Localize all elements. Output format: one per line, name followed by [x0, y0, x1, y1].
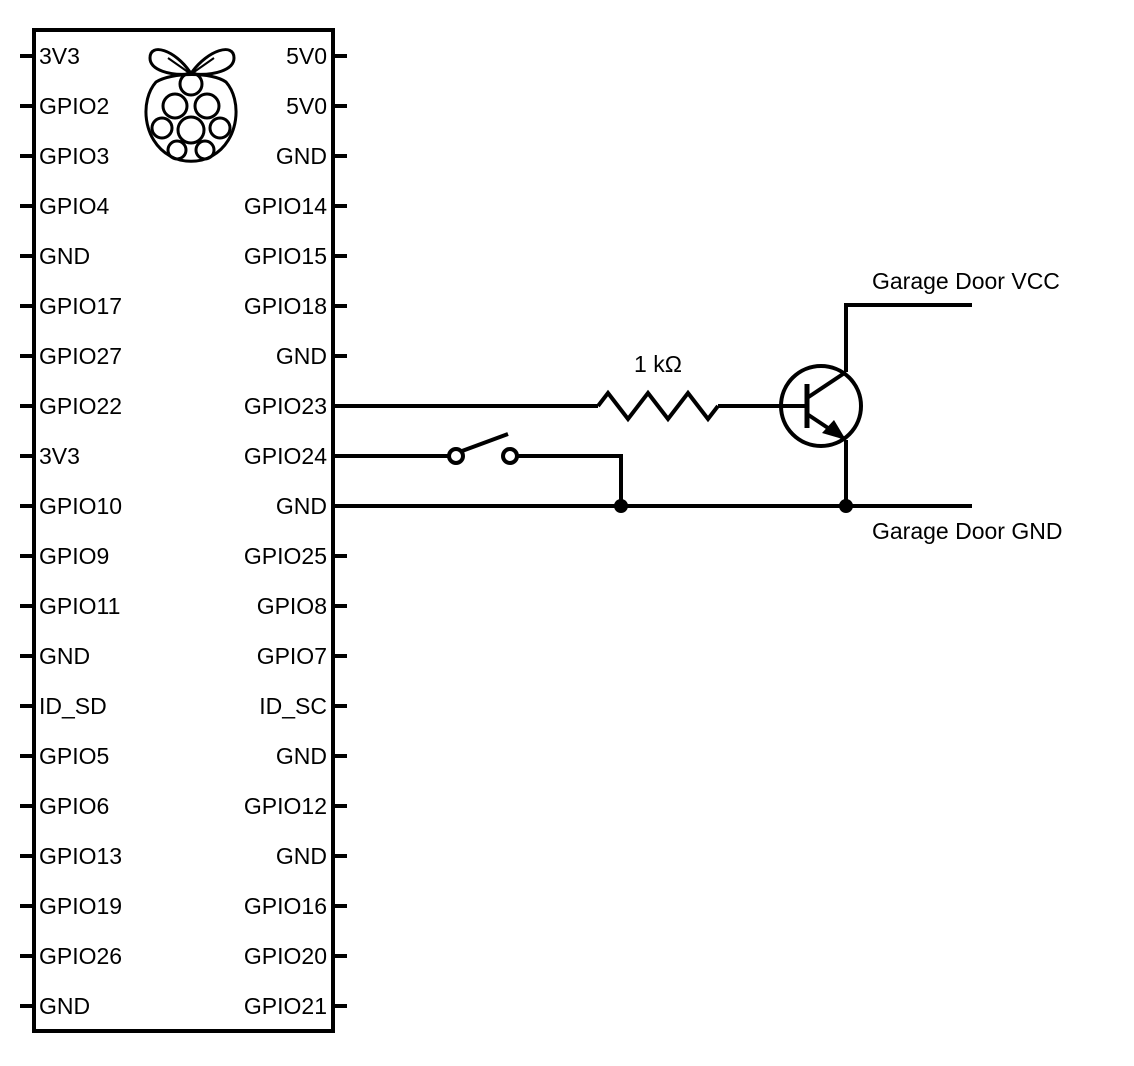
pin-label-left: ID_SD: [39, 693, 107, 719]
pin-label-right: ID_SC: [259, 693, 327, 719]
pin-label-left: GPIO4: [39, 193, 110, 219]
junction-dot: [614, 499, 628, 513]
pin-label-left: GPIO6: [39, 793, 109, 819]
pin-label-right: 5V0: [286, 43, 327, 69]
pin-label-left: 3V3: [39, 443, 80, 469]
pin-label-right: GPIO21: [244, 993, 327, 1019]
pin-label-right: GND: [276, 343, 327, 369]
pin-label-right: GPIO16: [244, 893, 327, 919]
pin-label-right: GPIO15: [244, 243, 327, 269]
pin-label-right: GND: [276, 843, 327, 869]
pin-label-left: GPIO5: [39, 743, 109, 769]
emitter-arrow-icon: [822, 420, 846, 440]
pin-label-left: GPIO22: [39, 393, 122, 419]
pin-label-right: GPIO12: [244, 793, 327, 819]
wire-switch-gnd: [516, 454, 623, 506]
vcc-label: Garage Door VCC: [872, 268, 1060, 294]
pin-label-left: GPIO10: [39, 493, 122, 519]
pin-label-left: GPIO2: [39, 93, 109, 119]
pin-label-left: GND: [39, 643, 90, 669]
pin-label-right: GPIO7: [257, 643, 327, 669]
pin-label-left: GPIO26: [39, 943, 122, 969]
pin-label-left: GND: [39, 993, 90, 1019]
pin-label-right: GPIO8: [257, 593, 327, 619]
pin-label-left: GPIO9: [39, 543, 109, 569]
pin-label-left: GPIO11: [39, 593, 120, 619]
wiring: [333, 303, 972, 508]
wire-vcc: [844, 303, 972, 372]
pin-label-right: GPIO14: [244, 193, 327, 219]
gpio-header-body: [32, 28, 335, 1033]
junction-dot: [839, 499, 853, 513]
pin-label-right: GPIO25: [244, 543, 327, 569]
raspberry-pi-logo-icon: [144, 48, 238, 163]
pin-label-right: 5V0: [286, 93, 327, 119]
pin-label-right: GPIO20: [244, 943, 327, 969]
pin-label-left: GPIO17: [39, 293, 122, 319]
pin-label-left: GPIO3: [39, 143, 109, 169]
pin-labels: 3V3 GPIO2 GPIO3 GPIO4 GND GPIO17 GPIO27 GPIO22 3…: [39, 43, 327, 1019]
gnd-label: Garage Door GND: [872, 518, 1062, 544]
pin-stubs: [20, 54, 347, 1008]
pin-label-right: GPIO18: [244, 293, 327, 319]
switch-icon: [447, 432, 519, 465]
pin-label-left: GPIO19: [39, 893, 122, 919]
pin-label-right: GND: [276, 143, 327, 169]
resistor-label: 1 kΩ: [634, 351, 682, 377]
npn-transistor-icon: [779, 364, 863, 448]
pin-label-left: GPIO13: [39, 843, 122, 869]
pin-label-left: 3V3: [39, 43, 80, 69]
pin-label-right: GND: [276, 493, 327, 519]
pin-label-left: GPIO27: [39, 343, 122, 369]
pin-label-left: GND: [39, 243, 90, 269]
pin-label-right: GPIO23: [244, 393, 327, 419]
pin-label-right: GND: [276, 743, 327, 769]
pin-label-right: GPIO24: [244, 443, 327, 469]
resistor: [596, 389, 720, 423]
